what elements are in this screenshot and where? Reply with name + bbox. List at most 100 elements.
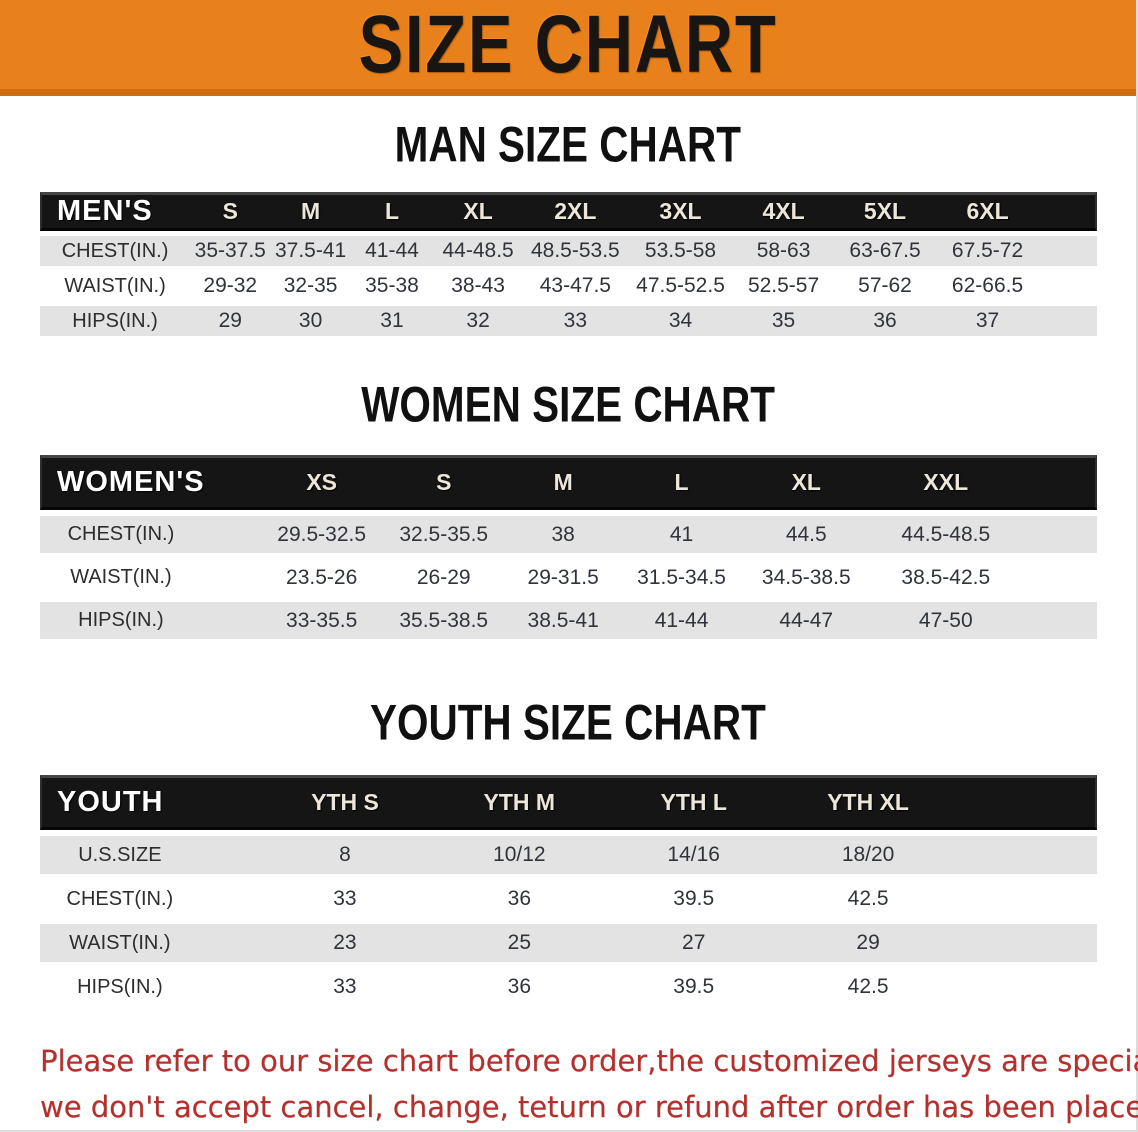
youth-size-value: 27 [606, 924, 781, 962]
women-size-value: 44.5-48.5 [871, 516, 1020, 553]
men-size-value: 38-43 [433, 271, 524, 301]
women-size-value: 29-31.5 [503, 559, 623, 596]
youth-size-value: 29 [780, 924, 956, 962]
youth-size-value: 23 [257, 924, 433, 962]
women-table-row: CHEST(IN.) 29.5-32.5 32.5-35.5 38 41 44.5 44.5… [40, 516, 1097, 553]
youth-row-filler [955, 924, 1097, 962]
women-size-column-header: XL [740, 455, 872, 510]
order-note: Please refer to our size chart before or… [40, 1038, 1138, 1130]
men-size-value: 37.5-41 [270, 236, 351, 266]
men-size-column-header: L [350, 192, 434, 231]
men-row-filler [1038, 236, 1097, 266]
men-size-value: 37 [936, 306, 1039, 336]
youth-size-value: 33 [257, 880, 433, 918]
women-section-heading: WOMEN SIZE CHART [0, 375, 1136, 433]
men-size-value: 43-47.5 [523, 271, 628, 301]
youth-size-value: 10/12 [432, 836, 607, 874]
men-size-value: 29 [190, 306, 271, 336]
women-size-column-header: S [383, 455, 504, 510]
women-size-value: 31.5-34.5 [622, 559, 741, 596]
women-row-label: CHEST(IN.) [40, 516, 260, 553]
women-size-value: 23.5-26 [259, 559, 384, 596]
men-size-value: 63-67.5 [833, 236, 937, 266]
men-size-value: 53.5-58 [627, 236, 734, 266]
youth-size-value: 42.5 [780, 880, 956, 918]
men-size-column-header: XL [433, 192, 524, 231]
men-row-label: HIPS(IN.) [40, 306, 191, 336]
men-size-value: 35 [733, 306, 834, 336]
women-size-value: 44.5 [740, 516, 872, 553]
youth-size-value: 42.5 [780, 968, 956, 1006]
youth-size-value: 39.5 [606, 968, 781, 1006]
men-size-value: 67.5-72 [936, 236, 1039, 266]
youth-size-value: 36 [432, 880, 607, 918]
women-row-label: HIPS(IN.) [40, 602, 260, 639]
men-row-filler [1038, 271, 1097, 301]
women-size-column-header: XXL [871, 455, 1020, 510]
men-size-value: 35-37.5 [190, 236, 271, 266]
men-size-column-header: 5XL [833, 192, 937, 231]
women-size-value: 41-44 [622, 602, 741, 639]
women-table-row: WAIST(IN.) 23.5-26 26-29 29-31.5 31.5-34.5 34… [40, 559, 1097, 596]
women-size-table: WOMEN'S XS S M L XL XXL CHEST(IN.) 29.5-32.5 32.… [40, 449, 1097, 645]
women-section-heading-text: WOMEN SIZE CHART [361, 375, 775, 433]
women-row-filler [1019, 602, 1097, 639]
women-size-value: 44-47 [740, 602, 872, 639]
women-size-value: 26-29 [383, 559, 504, 596]
youth-size-value: 14/16 [606, 836, 781, 874]
youth-size-value: 8 [257, 836, 433, 874]
men-size-value: 62-66.5 [936, 271, 1039, 301]
women-row-label: WAIST(IN.) [40, 559, 260, 596]
men-size-value: 36 [833, 306, 937, 336]
men-section-heading-text: MAN SIZE CHART [394, 115, 742, 173]
women-size-value: 33-35.5 [259, 602, 384, 639]
youth-row-filler [955, 836, 1097, 874]
men-size-value: 29-32 [190, 271, 271, 301]
women-size-value: 38 [503, 516, 623, 553]
women-size-column-header: XS [259, 455, 384, 510]
youth-row-filler [955, 968, 1097, 1006]
note-line-1: Please refer to our size chart before or… [40, 1044, 1138, 1078]
men-size-value: 41-44 [350, 236, 434, 266]
men-size-column-header: M [270, 192, 351, 231]
men-size-value: 58-63 [733, 236, 834, 266]
youth-row-label: CHEST(IN.) [40, 880, 258, 918]
women-size-value: 41 [622, 516, 741, 553]
men-size-value: 32-35 [270, 271, 351, 301]
men-size-value: 30 [270, 306, 351, 336]
men-size-value: 57-62 [833, 271, 937, 301]
men-size-value: 34 [627, 306, 734, 336]
men-header-row: MEN'S S M L XL 2XL 3XL 4XL 5XL 6XL [40, 192, 1097, 231]
page-title: SIZE CHART [330, 0, 806, 91]
men-size-value: 47.5-52.5 [627, 271, 734, 301]
women-header-row: WOMEN'S XS S M L XL XXL [40, 455, 1097, 510]
men-section: MAN SIZE CHART MEN'S S M L XL 2XL 3XL 4XL 5XL 6XL… [0, 115, 1136, 341]
men-size-value: 52.5-57 [733, 271, 834, 301]
women-size-value: 34.5-38.5 [740, 559, 872, 596]
men-size-value: 32 [433, 306, 524, 336]
youth-section: YOUTH SIZE CHART YOUTH YTH S YTH M YTH L YTH… [0, 694, 1136, 1012]
page-title-text: SIZE CHART [358, 0, 778, 91]
men-row-filler [1038, 306, 1097, 336]
women-corner-label: WOMEN'S [40, 455, 260, 510]
youth-size-column-header: YTH S [257, 775, 433, 830]
men-header-filler [1038, 192, 1097, 231]
youth-table-row: CHEST(IN.) 33 36 39.5 42.5 [40, 880, 1097, 918]
youth-header-filler [955, 775, 1097, 830]
women-row-filler [1019, 559, 1097, 596]
youth-size-column-header: YTH XL [780, 775, 956, 830]
men-size-value: 48.5-53.5 [523, 236, 628, 266]
youth-table-row: WAIST(IN.) 23 25 27 29 [40, 924, 1097, 962]
men-size-value: 31 [350, 306, 434, 336]
men-size-value: 44-48.5 [433, 236, 524, 266]
women-size-value: 47-50 [871, 602, 1020, 639]
youth-table-row: U.S.SIZE 8 10/12 14/16 18/20 [40, 836, 1097, 874]
youth-size-value: 18/20 [780, 836, 956, 874]
youth-size-value: 33 [257, 968, 433, 1006]
men-section-heading: MAN SIZE CHART [0, 115, 1136, 173]
youth-row-label: HIPS(IN.) [40, 968, 258, 1006]
youth-row-filler [955, 880, 1097, 918]
youth-size-value: 36 [432, 968, 607, 1006]
women-section: WOMEN SIZE CHART WOMEN'S XS S M L XL XXL CHEST… [0, 375, 1136, 645]
